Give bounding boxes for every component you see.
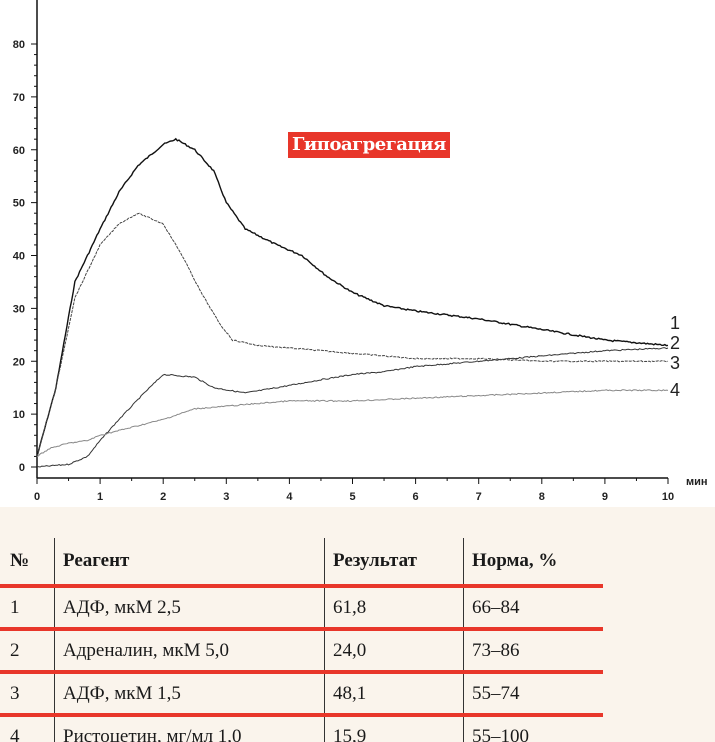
x-tick-label: 3 [223,491,229,503]
y-tick-label: 50 [13,198,25,210]
x-tick-label: 0 [34,491,40,503]
plot-background [0,0,715,507]
series-line-2 [36,347,669,468]
cell-norm: 55–100 [463,715,603,742]
table-row: 1 АДФ, мкМ 2,5 61,8 66–84 [0,586,603,629]
header-reagent: Реагент [54,538,325,586]
y-tick-label: 0 [19,462,25,474]
table-row: 4 Ристоцетин, мг/мл 1,0 15,9 55–100 [0,715,603,742]
y-tick-label: 10 [13,409,25,421]
series-line-3 [36,212,669,458]
header-number: № [10,550,30,571]
x-tick-label: 7 [476,491,482,503]
y-tick-label: 60 [13,145,25,157]
cell-number: 4 [10,725,20,742]
table-header-row: № Реагент Результат Норма, % [0,538,603,586]
cell-reagent: АДФ, мкМ 2,5 [54,586,325,629]
x-tick-label: 9 [602,491,608,503]
results-table: № Реагент Результат Норма, % 1 АДФ, мкМ … [0,538,603,742]
cell-norm: 66–84 [463,586,603,629]
x-axis-label: мин [686,476,708,488]
series-label-1: 1 [670,313,680,333]
x-tick-label: 1 [97,491,103,503]
cell-number: 3 [10,682,20,704]
table-row: 2 Адреналин, мкМ 5,0 24,0 73–86 [0,629,603,672]
y-tick-label: 40 [13,251,25,263]
x-tick-label: 10 [662,491,674,503]
y-tick-label: 30 [13,303,25,315]
x-tick-label: 2 [160,491,166,503]
cell-norm: 55–74 [463,672,603,715]
cell-reagent: АДФ, мкМ 1,5 [54,672,325,715]
x-tick-label: 5 [349,491,355,503]
series-label-3: 3 [670,353,680,373]
cell-reagent: Адреналин, мкМ 5,0 [54,629,325,672]
y-tick-label: 70 [13,92,25,104]
x-tick-label: 8 [539,491,545,503]
y-tick-label: 80 [13,39,25,51]
series-label-2: 2 [670,333,680,353]
series-label-4: 4 [670,380,680,400]
cell-number: 1 [10,596,20,618]
cell-result: 48,1 [324,672,464,715]
x-tick-label: 4 [286,491,293,503]
cell-norm: 73–86 [463,629,603,672]
series-line-4 [36,389,669,458]
cell-result: 24,0 [324,629,464,672]
x-tick-label: 6 [413,491,419,503]
cell-reagent: Ристоцетин, мг/мл 1,0 [54,715,325,742]
chart-title: Гипоагрегация [288,132,450,158]
cell-number: 2 [10,639,20,661]
table-row: 3 АДФ, мкМ 1,5 48,1 55–74 [0,672,603,715]
cell-result: 15,9 [324,715,464,742]
header-norm: Норма, % [463,538,603,586]
y-tick-label: 20 [13,356,25,368]
cell-result: 61,8 [324,586,464,629]
series-line-1 [36,137,669,457]
header-result: Результат [324,538,464,586]
